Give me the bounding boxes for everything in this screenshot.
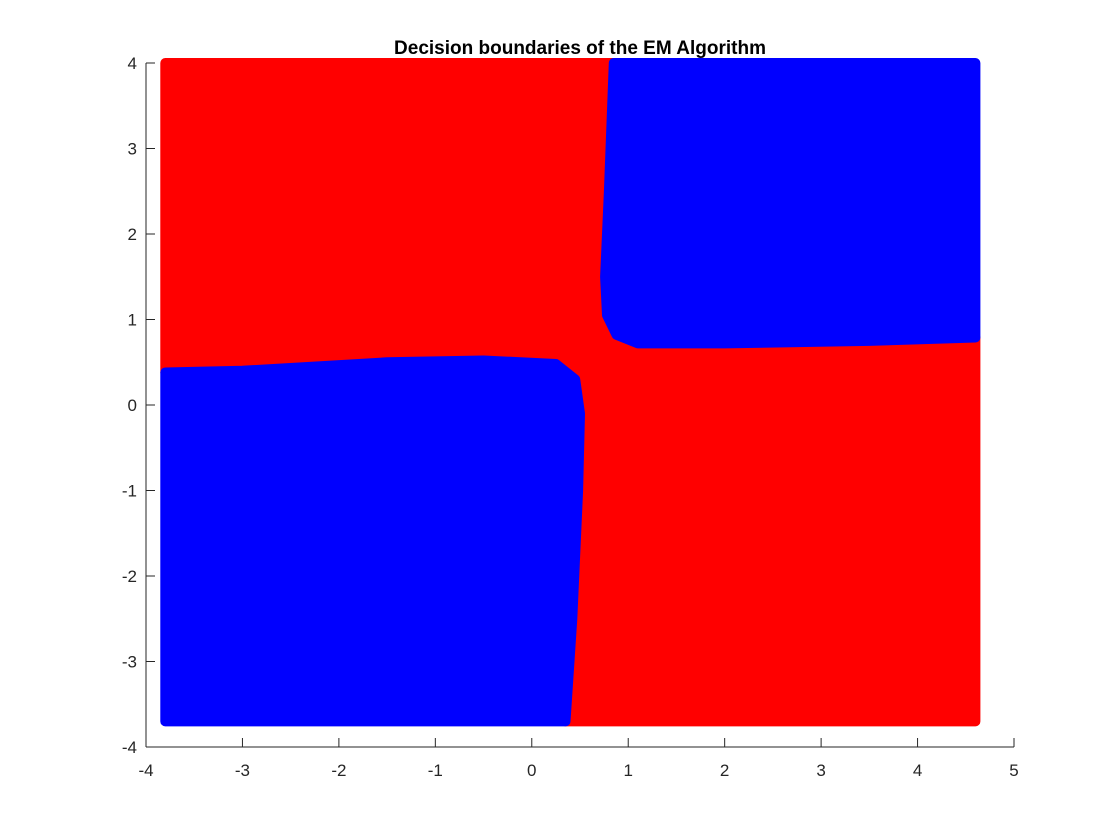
x-tick-label: 4 <box>913 761 922 780</box>
axes: -4 -3 -2 -1 0 1 2 3 4 5 -4 -3 -2 -1 0 1 2 3 4 <box>122 54 1019 780</box>
class-region-3 <box>600 58 981 349</box>
y-tick-label: 1 <box>128 311 137 330</box>
x-tick-label: 5 <box>1009 761 1018 780</box>
x-tick-label: 1 <box>623 761 632 780</box>
y-tick-label: -3 <box>122 653 137 672</box>
x-tick-label: -3 <box>235 761 250 780</box>
chart-title: Decision boundaries of the EM Algorithm <box>394 38 766 59</box>
class-region-2 <box>160 355 585 727</box>
x-tick-label: -1 <box>428 761 443 780</box>
x-tick-label: -4 <box>138 761 153 780</box>
y-tick-label: 4 <box>128 54 137 73</box>
y-tick-label: -2 <box>122 567 137 586</box>
x-tick-label: 3 <box>816 761 825 780</box>
y-tick-label: 3 <box>128 140 137 159</box>
y-tick-label: 0 <box>128 396 137 415</box>
y-tick-label: -4 <box>122 738 137 757</box>
class-regions <box>160 58 981 727</box>
x-tick-label: -2 <box>331 761 346 780</box>
y-tick-label: -1 <box>122 482 137 501</box>
y-tick-label: 2 <box>128 225 137 244</box>
x-tick-label: 0 <box>527 761 536 780</box>
x-tick-label: 2 <box>720 761 729 780</box>
